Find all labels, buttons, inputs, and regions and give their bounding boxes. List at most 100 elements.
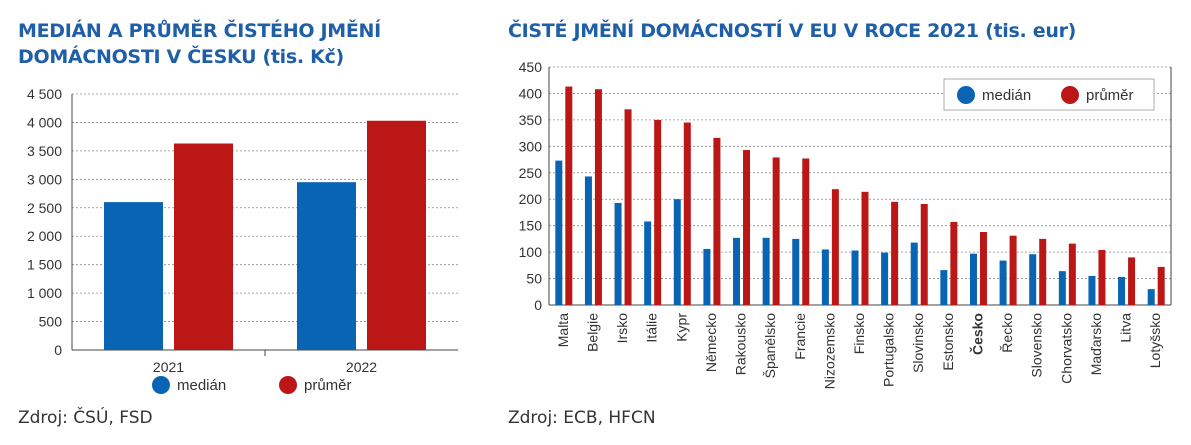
left-chart-source: Zdroj: ČSÚ, FSD [18,408,153,428]
right-bar-mean [1068,243,1076,305]
right-legend-box [943,78,1155,111]
left-legend-label: medián [177,377,226,394]
right-bar-mean [920,203,928,305]
right-bar-mean [565,86,573,306]
right-x-tick-label: Maďarsko [1088,313,1104,376]
right-x-tick-label: Itálie [644,313,660,343]
right-bar-median [969,253,977,305]
right-bar-median [673,199,681,305]
right-x-tick-label: Estonsko [940,313,956,371]
right-legend-label: medián [982,87,1031,104]
left-bar-mean [174,143,233,350]
right-x-tick-label: Rakousko [733,313,749,375]
right-bar-median [1058,271,1066,305]
right-bar-median [1147,289,1155,305]
left-y-tick-label: 500 [39,314,63,330]
left-y-tick-label: 3 000 [27,171,62,187]
left-y-tick-label: 4 500 [27,86,62,102]
right-bar-median [644,221,652,305]
left-y-tick-label: 1 500 [27,257,62,273]
left-chart-title: MEDIÁN A PRŮMĚR ČISTÉHO JMĚNÍ DOMÁCNOSTI… [18,20,381,68]
right-bar-mean [624,109,632,305]
right-chart-title: ČISTÉ JMĚNÍ DOMÁCNOSTÍ V EU V ROCE 2021 … [508,20,1077,42]
right-x-tick-label: Portugalsko [881,313,897,387]
right-x-tick-label: Lotyšsko [1147,313,1163,368]
right-x-tick-label: Slovensko [1029,313,1045,378]
left-y-tick-label: 3 500 [27,143,62,159]
left-bar-median [104,202,163,350]
right-y-tick-label: 350 [519,112,543,128]
right-bar-mean [713,137,721,305]
right-bar-median [940,270,948,305]
left-legend-marker [279,376,297,394]
right-y-tick-label: 400 [519,85,543,101]
right-y-tick-label: 150 [519,218,543,234]
right-y-tick-label: 250 [519,165,543,181]
right-bar-median [999,260,1007,305]
right-bar-mean [1098,249,1106,305]
right-x-tick-label: Malta [555,313,571,347]
right-bar-mean [861,191,869,305]
right-bar-median [703,248,711,305]
right-bar-median [555,160,563,305]
right-bar-mean [1128,257,1136,305]
right-x-tick-label: Německo [703,313,719,372]
right-chart-source: Zdroj: ECB, HFCN [508,408,656,428]
right-y-tick-label: 450 [519,59,543,75]
right-bar-median [1088,275,1096,305]
right-x-tick-label: Kypr [673,313,689,342]
right-bar-median [762,237,770,305]
left-y-tick-label: 2 000 [27,228,62,244]
left-y-tick-label: 0 [54,342,62,358]
right-x-tick-label: Francie [792,313,808,360]
right-bar-mean [979,232,987,305]
left-bar-median [297,182,356,350]
right-legend-marker [1061,86,1079,104]
right-bar-median [1029,254,1037,305]
right-x-tick-label: Belgie [584,313,600,352]
left-x-tick-label: 2022 [346,359,377,375]
left-legend-label: průměr [304,377,352,394]
right-x-tick-label: Španělsko [762,313,778,379]
right-bar-mean [1039,238,1047,305]
right-x-tick-label: Irsko [614,313,630,344]
right-y-tick-label: 50 [526,271,542,287]
right-x-tick-label: Česko [968,313,985,355]
left-bar-mean [367,120,426,350]
right-bar-median [821,249,829,305]
left-y-tick-label: 4 000 [27,114,62,130]
right-x-tick-label: Chorvatsko [1058,313,1074,384]
right-bar-median [881,252,889,305]
right-bar-median [1118,276,1126,305]
right-y-tick-label: 100 [519,244,543,260]
right-bar-mean [1157,266,1165,305]
right-bar-mean [802,158,810,305]
right-bar-median [851,250,859,305]
right-bar-median [733,237,741,305]
right-bar-mean [654,119,662,305]
right-bar-mean [772,157,780,305]
right-legend-marker [957,86,975,104]
right-x-tick-label: Řecko [999,313,1015,353]
right-bar-median [614,202,622,305]
right-bar-mean [743,150,751,305]
right-bar-median [792,238,800,305]
left-y-tick-label: 1 000 [27,285,62,301]
left-legend-marker [152,376,170,394]
right-x-tick-label: Litva [1118,313,1134,343]
right-bar-mean [891,201,899,305]
right-bar-mean [594,89,602,305]
left-y-tick-label: 2 500 [27,200,62,216]
right-bar-mean [1009,235,1017,305]
right-y-tick-label: 200 [519,191,543,207]
right-bar-median [584,176,592,305]
right-bar-mean [950,221,958,305]
right-y-tick-label: 0 [534,297,542,313]
right-bar-mean [831,189,839,305]
right-x-tick-label: Nizozemsko [821,313,837,389]
left-x-tick-label: 2021 [153,359,184,375]
right-legend-label: průměr [1086,87,1134,104]
right-x-tick-label: Slovinsko [910,313,926,373]
right-bar-median [910,242,918,305]
